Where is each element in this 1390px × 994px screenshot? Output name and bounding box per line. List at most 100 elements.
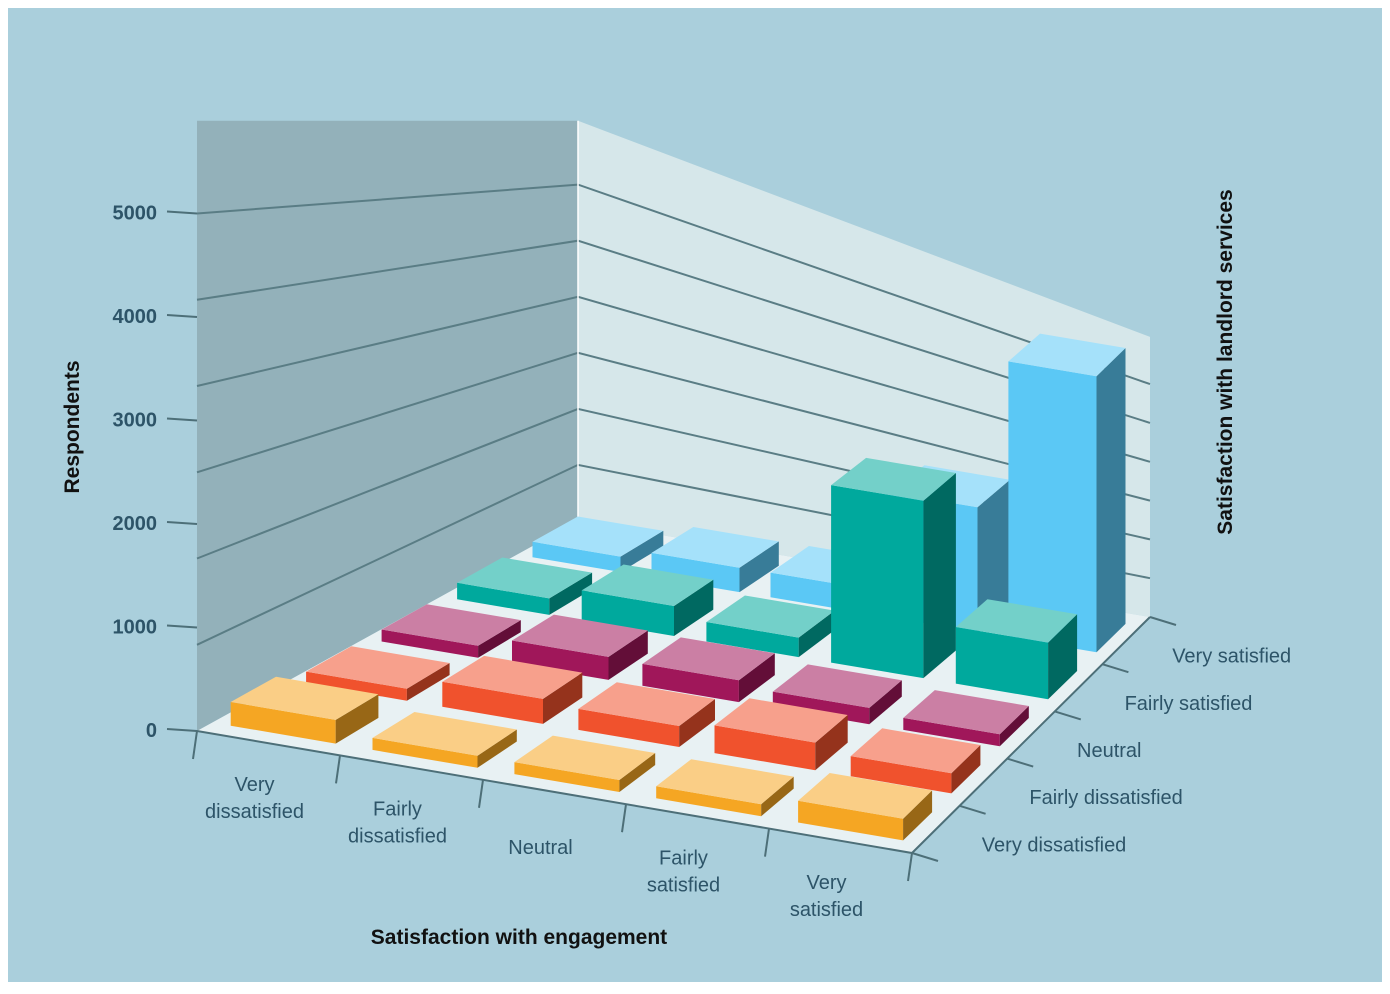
bar-fairly-satisfied-1 bbox=[457, 557, 593, 615]
x-tick bbox=[192, 730, 198, 760]
bar-front-face bbox=[955, 627, 1049, 700]
z-category-label: Fairly dissatisfied bbox=[1029, 787, 1182, 809]
bar-front-face bbox=[532, 541, 621, 572]
bar-top-face bbox=[306, 646, 450, 689]
y-axis-title: Respondents bbox=[61, 360, 84, 493]
bar-side-face bbox=[739, 541, 779, 593]
bar-side-face bbox=[478, 620, 521, 658]
bar-top-face bbox=[514, 735, 656, 780]
z-tick bbox=[1149, 616, 1177, 626]
x-tick bbox=[621, 804, 627, 833]
bar-top-face bbox=[581, 564, 714, 606]
bar-side-face bbox=[620, 530, 664, 572]
bar-top-face bbox=[442, 655, 583, 699]
z-category-label: Very satisfied bbox=[1172, 646, 1291, 668]
y-tick-label: 1000 bbox=[113, 617, 158, 639]
bar-front-face bbox=[581, 590, 674, 636]
bar-top-face bbox=[656, 759, 794, 805]
bar-side-face bbox=[674, 579, 714, 636]
y-tick bbox=[166, 521, 198, 525]
x-category-label: Fairly dissatisfied bbox=[348, 799, 447, 848]
z-axis-title: Satisfaction with landlord services bbox=[1214, 189, 1237, 534]
bar-side-face bbox=[977, 479, 1010, 633]
bar-very-satisfied-2 bbox=[651, 527, 779, 593]
bar-neutral-1 bbox=[381, 604, 521, 658]
x-category-label-line: satisfied bbox=[647, 874, 720, 896]
x-tick bbox=[764, 828, 770, 857]
bar-front-face bbox=[714, 725, 816, 771]
bar-side-face bbox=[798, 610, 835, 658]
bar-top-face bbox=[578, 682, 715, 726]
bar-top-face bbox=[381, 604, 521, 646]
bar-side-face bbox=[951, 745, 981, 794]
z-tick bbox=[1054, 710, 1082, 721]
x-category-label-line: Very bbox=[806, 872, 846, 894]
bar-front-face bbox=[706, 622, 799, 658]
bar-fairly-dissatisfied-3 bbox=[578, 682, 715, 747]
bar-front-face bbox=[512, 640, 609, 680]
chart-labels: Satisfaction with engagement Respondents… bbox=[61, 189, 1291, 949]
bar-front-face bbox=[1008, 361, 1097, 653]
bar-front-face bbox=[457, 582, 550, 615]
chart-bars bbox=[230, 333, 1126, 841]
bar-very-dissatisfied-4 bbox=[656, 759, 794, 817]
x-category-label: Fairly satisfied bbox=[647, 847, 720, 896]
bar-fairly-dissatisfied-5 bbox=[850, 728, 981, 794]
y-tick-label: 4000 bbox=[113, 306, 158, 328]
bar-fairly-satisfied-5 bbox=[955, 599, 1078, 700]
y-tick-label: 0 bbox=[146, 720, 157, 742]
bar-very-dissatisfied-2 bbox=[372, 712, 517, 768]
bar-side-face bbox=[549, 572, 593, 615]
bar-fairly-dissatisfied-1 bbox=[306, 646, 450, 701]
bar-neutral-3 bbox=[642, 637, 775, 703]
x-tick bbox=[907, 852, 913, 882]
bar-top-face bbox=[642, 637, 775, 681]
bar-side-face bbox=[999, 706, 1029, 747]
bar-top-face bbox=[230, 676, 379, 720]
bar-top-face bbox=[850, 728, 981, 774]
bar-front-face bbox=[578, 708, 680, 747]
bar-top-face bbox=[532, 516, 664, 557]
bar-front-face bbox=[651, 552, 740, 593]
bar-top-face bbox=[955, 599, 1078, 643]
z-tick bbox=[911, 852, 939, 862]
bar-top-face bbox=[706, 595, 835, 638]
bar-side-face bbox=[923, 473, 956, 679]
z-tick bbox=[1006, 757, 1034, 768]
bar-front-face bbox=[230, 702, 336, 744]
bar-very-dissatisfied-5 bbox=[798, 773, 933, 841]
y-tick-label: 3000 bbox=[113, 410, 158, 432]
bar-side-face bbox=[406, 663, 450, 701]
bar-very-satisfied-1 bbox=[532, 516, 664, 572]
z-tick bbox=[1102, 663, 1129, 674]
bar-fairly-dissatisfied-2 bbox=[442, 655, 583, 724]
bar-top-face bbox=[798, 773, 933, 819]
bar-top-face bbox=[372, 712, 517, 756]
side-wall bbox=[197, 120, 578, 731]
x-category-label-line: satisfied bbox=[790, 899, 863, 921]
bar-top-face bbox=[457, 557, 593, 599]
bar-front-face bbox=[372, 737, 478, 768]
z-tick bbox=[959, 804, 986, 815]
bar-front-face bbox=[831, 485, 924, 679]
bar-front-face bbox=[642, 663, 739, 703]
x-category-label: Very dissatisfied bbox=[205, 774, 304, 823]
y-tick-label: 5000 bbox=[113, 203, 158, 225]
bar-very-dissatisfied-3 bbox=[514, 735, 656, 792]
bar-top-face bbox=[651, 527, 779, 568]
bar-top-face bbox=[714, 698, 848, 743]
bar-side-face bbox=[1048, 614, 1078, 700]
bar-side-face bbox=[869, 680, 902, 725]
z-category-label: Very dissatisfied bbox=[982, 834, 1127, 856]
x-axis-title: Satisfaction with engagement bbox=[371, 926, 667, 949]
bar-side-face bbox=[679, 699, 715, 747]
y-tick-label: 2000 bbox=[113, 513, 158, 535]
bar-side-face bbox=[477, 729, 517, 768]
bar-front-face bbox=[514, 762, 620, 792]
bar-top-face bbox=[903, 690, 1029, 735]
bar-fairly-dissatisfied-4 bbox=[714, 698, 848, 771]
bar-side-face bbox=[903, 790, 933, 841]
bar-side-face bbox=[543, 672, 583, 724]
